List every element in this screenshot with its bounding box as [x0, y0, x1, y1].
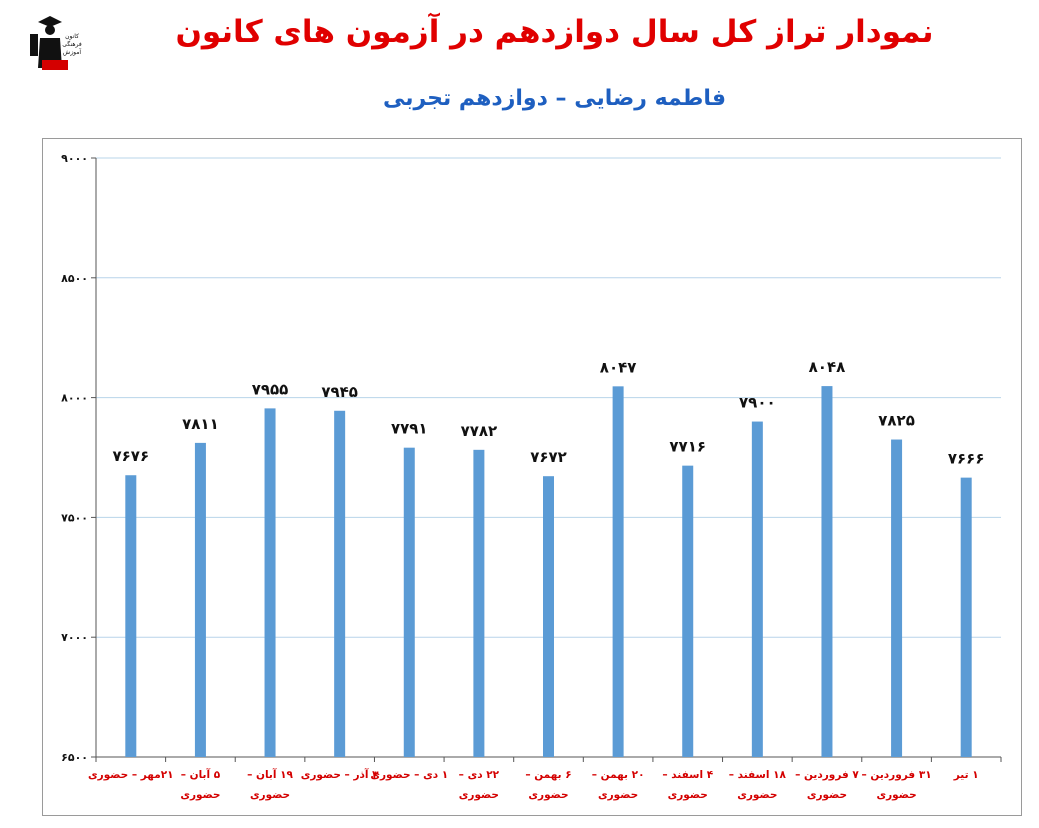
data-label: ۷۸۲۵ — [878, 412, 915, 430]
svg-text:کانون: کانون — [65, 33, 79, 40]
bar-chart: ۶۵۰۰ ۷۰۰۰ ۷۵۰۰ ۸۰۰۰ ۸۵۰۰ ۹۰۰۰ ۷۶۷۶ ۲۱مهر – حضور… — [61, 152, 1002, 801]
bar — [334, 410, 346, 757]
chart-title: نمودار تراز کل سال دوازدهم در آزمون های … — [175, 14, 934, 50]
svg-text:فرهنگی: فرهنگی — [62, 40, 82, 48]
y-tick-label: ۹۰۰۰ — [61, 152, 88, 165]
data-label: ۸۰۴۷ — [600, 358, 637, 376]
bar — [751, 421, 763, 757]
data-label: ۷۷۱۶ — [669, 438, 706, 456]
data-label: ۷۶۷۶ — [112, 447, 149, 465]
category-label: حضوری — [876, 789, 916, 801]
bar — [960, 477, 972, 757]
data-label: ۷۷۸۲ — [461, 422, 498, 440]
data-label: ۷۶۶۶ — [948, 450, 985, 468]
bar — [473, 449, 485, 757]
category-label: حضوری — [598, 789, 638, 801]
svg-text:آموزش: آموزش — [63, 47, 82, 56]
bar — [682, 465, 694, 757]
category-label: ۱۸ اسفند – — [729, 769, 787, 781]
data-label: ۷۹۴۵ — [321, 383, 358, 401]
y-tick-label: ۷۰۰۰ — [61, 631, 88, 644]
chart-subtitle: فاطمه رضایی – دوازدهم تجربی — [382, 86, 727, 111]
category-label: ۶ بهمن – — [525, 769, 571, 781]
category-label: ۲۱مهر – حضوری — [88, 769, 174, 781]
y-tick-label: ۶۵۰۰ — [61, 751, 88, 764]
chart-area: ۶۵۰۰ ۷۰۰۰ ۷۵۰۰ ۸۰۰۰ ۸۵۰۰ ۹۰۰۰ ۷۶۷۶ ۲۱مهر – حضور… — [42, 138, 1022, 816]
data-label: ۸۰۴۸ — [809, 358, 846, 376]
bar — [194, 442, 206, 757]
y-tick-label: ۸۰۰۰ — [61, 392, 88, 405]
category-label: ۵ آبان – — [181, 768, 221, 781]
category-label: حضوری — [180, 789, 220, 801]
category-label: حضوری — [668, 789, 708, 801]
category-label: حضوری — [459, 789, 499, 801]
category-label: ۳۱ فروردین – — [861, 769, 931, 781]
category-label: ۷ فروردین – — [795, 769, 859, 781]
kanoon-logo-icon: کانون فرهنگی آموزش — [28, 12, 86, 74]
data-label: ۷۹۵۵ — [252, 380, 289, 398]
y-tick-label: ۸۵۰۰ — [61, 272, 88, 285]
category-label: ۱۹ آبان – — [247, 768, 293, 781]
data-label: ۷۸۱۱ — [182, 415, 219, 433]
data-label: ۷۶۷۲ — [530, 448, 567, 466]
category-label: ۲۰ بهمن – — [592, 769, 645, 781]
y-tick-label: ۷۵۰۰ — [61, 511, 88, 524]
category-label: ۱ دی – حضوری — [370, 769, 448, 781]
category-label: حضوری — [250, 789, 290, 801]
data-label: ۷۷۹۱ — [391, 420, 428, 438]
category-label: ۱ تیر — [953, 769, 979, 781]
category-label: حضوری — [528, 789, 568, 801]
data-label: ۷۹۰۰ — [739, 394, 776, 412]
category-label: حضوری — [737, 789, 777, 801]
bar — [891, 439, 903, 757]
bar — [543, 476, 554, 757]
bar — [264, 408, 276, 757]
bar — [125, 475, 137, 757]
bar — [612, 386, 624, 757]
category-label: ۴ اسفند – — [662, 769, 713, 781]
bar — [403, 447, 415, 757]
category-label: حضوری — [807, 789, 847, 801]
bar — [821, 386, 833, 757]
category-label: ۲۲ دی – — [459, 769, 500, 781]
category-label: ۳ آذر – حضوری — [301, 768, 379, 781]
